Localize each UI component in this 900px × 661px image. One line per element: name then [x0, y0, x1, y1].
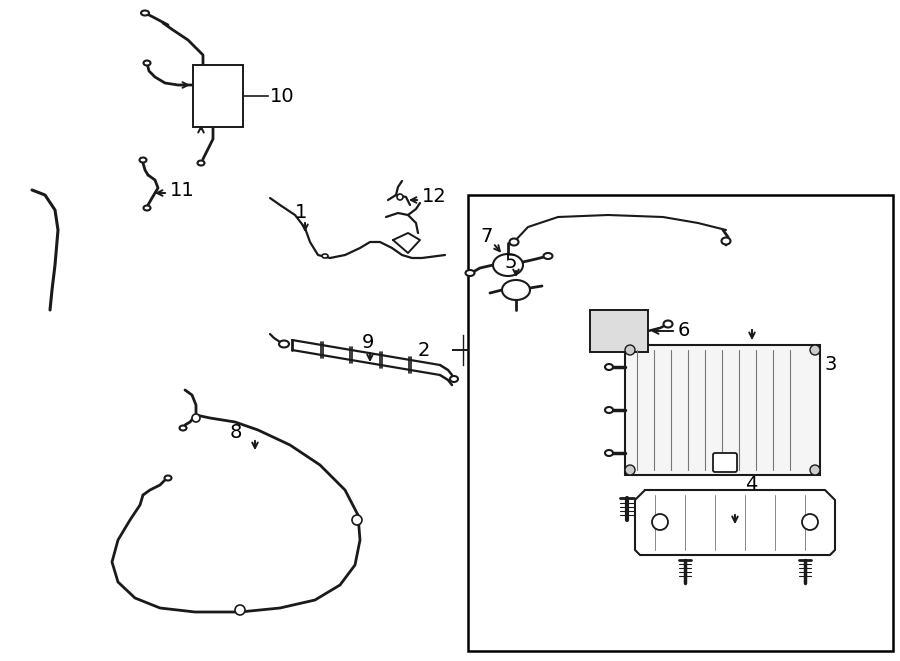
Ellipse shape	[143, 206, 150, 210]
Ellipse shape	[663, 321, 672, 327]
Bar	[590, 310, 648, 352]
Circle shape	[810, 465, 820, 475]
Text: 3: 3	[825, 356, 837, 375]
Ellipse shape	[722, 237, 731, 245]
Text: 12: 12	[422, 188, 446, 206]
Circle shape	[235, 605, 245, 615]
Text: 11: 11	[170, 180, 194, 200]
FancyBboxPatch shape	[713, 453, 737, 472]
Ellipse shape	[450, 376, 458, 382]
Ellipse shape	[141, 11, 149, 15]
Ellipse shape	[502, 280, 530, 300]
Circle shape	[352, 515, 362, 525]
Bar	[625, 345, 820, 475]
Text: 4: 4	[745, 475, 758, 494]
Ellipse shape	[279, 340, 289, 348]
Ellipse shape	[165, 475, 172, 481]
Bar	[468, 195, 893, 651]
Ellipse shape	[143, 61, 150, 65]
Text: 7: 7	[480, 227, 492, 247]
Bar	[193, 65, 243, 127]
Ellipse shape	[140, 157, 147, 163]
Ellipse shape	[322, 254, 328, 258]
Text: 2: 2	[418, 340, 430, 360]
Text: 8: 8	[230, 422, 242, 442]
Ellipse shape	[493, 254, 523, 276]
Ellipse shape	[179, 426, 186, 430]
Circle shape	[802, 514, 818, 530]
Ellipse shape	[465, 270, 474, 276]
Circle shape	[810, 345, 820, 355]
Text: 1: 1	[295, 202, 308, 221]
Circle shape	[397, 194, 403, 200]
Circle shape	[625, 345, 635, 355]
Text: 5: 5	[504, 253, 517, 272]
Text: 10: 10	[270, 87, 294, 106]
Circle shape	[652, 514, 668, 530]
Ellipse shape	[197, 161, 204, 165]
Ellipse shape	[605, 450, 613, 456]
Ellipse shape	[544, 253, 553, 259]
Ellipse shape	[509, 239, 518, 245]
Ellipse shape	[605, 407, 613, 413]
Ellipse shape	[605, 364, 613, 370]
Circle shape	[625, 465, 635, 475]
Circle shape	[192, 414, 200, 422]
Text: 9: 9	[362, 334, 374, 352]
Text: 6: 6	[678, 321, 690, 340]
